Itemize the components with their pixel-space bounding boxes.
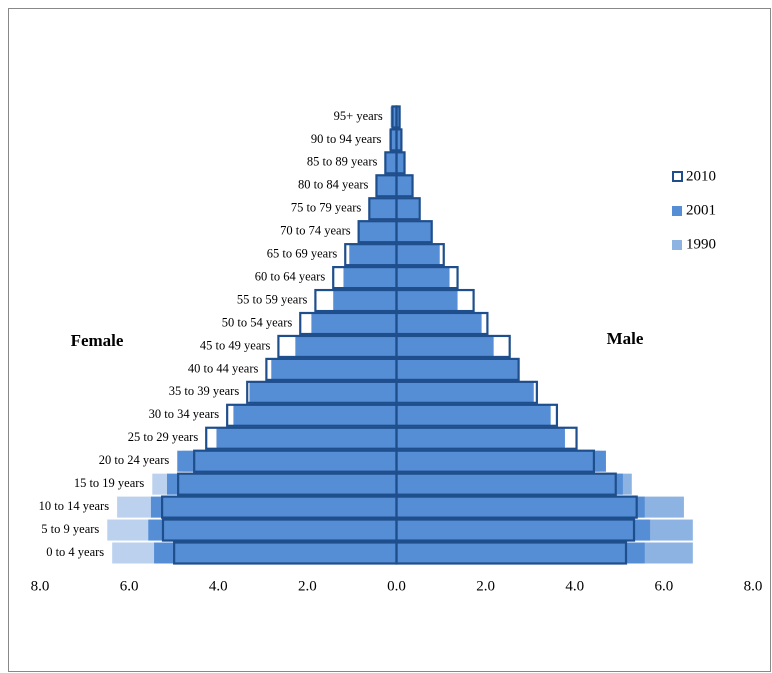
bar-2001 — [396, 519, 651, 541]
bar-2001 — [396, 313, 482, 334]
bar-2010-outline — [395, 288, 475, 313]
bar-2001 — [396, 381, 534, 403]
category-label: 50 to 54 years — [222, 315, 293, 329]
bar-2001 — [396, 290, 458, 312]
bar-2010-outline — [395, 243, 445, 267]
bar-2001 — [295, 335, 397, 357]
bar-2010-outline — [395, 105, 401, 129]
legend-label: 1990 — [686, 236, 716, 252]
bar-2001 — [396, 106, 401, 128]
x-tick-label: 0.0 — [387, 578, 406, 594]
category-label: 0 to 4 years — [46, 545, 104, 559]
bar-2001 — [396, 129, 401, 151]
category-label: 30 to 34 years — [149, 407, 220, 421]
category-label: 65 to 69 years — [267, 247, 338, 261]
category-label: 80 to 84 years — [298, 178, 369, 192]
category-label: 10 to 14 years — [39, 499, 110, 513]
legend-swatch — [672, 206, 682, 216]
category-label: 75 to 79 years — [291, 201, 362, 215]
category-label: 85 to 89 years — [307, 155, 378, 169]
x-tick-label: 2.0 — [298, 578, 317, 594]
bar-2001 — [343, 267, 397, 289]
bar-2001 — [148, 519, 397, 541]
category-label: 60 to 64 years — [255, 269, 326, 283]
bar-2010-outline — [395, 311, 489, 336]
bar-2001 — [358, 221, 397, 243]
bar-2001 — [396, 404, 551, 426]
bar-2001 — [216, 427, 397, 449]
bar-2010-outline — [395, 220, 433, 244]
bar-2001 — [396, 358, 518, 380]
bar-2001 — [349, 244, 397, 266]
bar-2010-outline — [395, 357, 520, 381]
bar-2010-outline — [395, 426, 578, 450]
category-label: 95+ years — [334, 109, 383, 123]
category-label: 55 to 59 years — [237, 292, 308, 306]
bar-2001 — [396, 152, 405, 174]
bar-2001 — [154, 542, 397, 564]
bar-2010-outline — [395, 541, 628, 565]
category-label: 90 to 94 years — [311, 132, 382, 146]
bar-2001 — [311, 313, 397, 334]
female-label: Female — [71, 331, 124, 350]
bar-2010-outline — [395, 518, 636, 542]
x-tick-label: 6.0 — [655, 578, 674, 594]
bar-2001 — [377, 175, 397, 197]
x-tick-label: 6.0 — [120, 578, 139, 594]
bar-2001 — [396, 427, 565, 449]
x-tick-label: 4.0 — [209, 578, 228, 594]
bar-2001 — [396, 221, 432, 243]
bar-2010-outline — [395, 128, 403, 152]
x-tick-label: 4.0 — [565, 578, 584, 594]
bar-2001 — [396, 335, 494, 357]
legend-label: 2010 — [686, 168, 716, 184]
bar-2001 — [390, 106, 397, 128]
category-label: 40 to 44 years — [188, 361, 259, 375]
bar-2001 — [389, 129, 397, 151]
bar-2010-outline — [395, 472, 617, 496]
bar-2001 — [177, 450, 397, 472]
legend-swatch — [672, 240, 682, 250]
bar-2010-outline — [395, 495, 638, 519]
bar-2010-outline — [395, 197, 421, 221]
bar-2001 — [396, 542, 645, 564]
bar-2001 — [396, 198, 419, 220]
bar-2001 — [369, 198, 397, 220]
category-label: 70 to 74 years — [280, 224, 351, 238]
legend-swatch — [672, 171, 683, 182]
category-label: 20 to 24 years — [99, 453, 170, 467]
bar-2010-outline — [395, 151, 406, 175]
bar-2001 — [396, 244, 440, 266]
legend-label: 2001 — [686, 202, 716, 218]
category-label: 5 to 9 years — [41, 522, 99, 536]
bar-2010-outline — [395, 266, 459, 290]
bar-2010-outline — [395, 334, 511, 359]
bar-2010-outline — [395, 449, 596, 473]
bar-2010-outline — [395, 403, 559, 427]
bar-2001 — [333, 290, 397, 312]
bar-2010-outline — [395, 380, 538, 404]
x-tick-label: 8.0 — [744, 578, 763, 594]
category-label: 25 to 29 years — [128, 430, 199, 444]
bar-2001 — [249, 381, 397, 403]
bar-2001 — [396, 496, 645, 518]
bar-2001 — [396, 267, 450, 289]
bar-2001 — [396, 473, 623, 495]
category-label: 15 to 19 years — [74, 476, 145, 490]
bar-2001 — [150, 496, 397, 518]
bar-2001 — [396, 175, 413, 197]
category-label: 45 to 49 years — [200, 338, 271, 352]
x-tick-label: 8.0 — [31, 578, 50, 594]
bar-2001 — [167, 473, 397, 495]
bar-2001 — [385, 152, 397, 174]
x-tick-label: 2.0 — [476, 578, 495, 594]
bar-2010-outline — [395, 174, 414, 198]
bar-2001 — [233, 404, 397, 426]
category-label: 35 to 39 years — [169, 384, 240, 398]
bar-2001 — [396, 450, 606, 472]
male-label: Male — [607, 329, 644, 348]
bar-2001 — [271, 358, 397, 380]
